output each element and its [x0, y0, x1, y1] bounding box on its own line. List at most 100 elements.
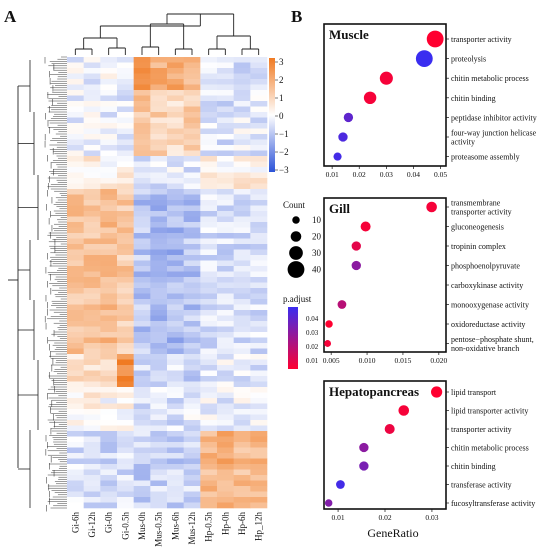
- heatmap-cell: [133, 117, 151, 124]
- heatmap-cell: [100, 134, 118, 140]
- count-legend-label: 40: [312, 265, 322, 275]
- heatmap-cell: [83, 354, 101, 360]
- heatmap-cell: [83, 101, 101, 107]
- heatmap-cell: [150, 260, 168, 267]
- heatmap-cell: [233, 178, 251, 184]
- heatmap-cell: [117, 310, 134, 316]
- heatmap-cell: [217, 205, 234, 212]
- heatmap-cell: [250, 183, 268, 190]
- heatmap-row: [67, 337, 268, 344]
- heatmap-cell: [217, 332, 234, 338]
- heatmap-cell: [183, 117, 201, 124]
- heatmap-cell: [217, 436, 234, 443]
- heatmap-cell: [100, 332, 118, 338]
- heatmap-cell: [133, 409, 151, 415]
- heatmap-cell: [217, 299, 234, 305]
- heatmap-cell: [117, 183, 134, 190]
- term-label: pentose−phosphate shunt,: [451, 335, 534, 344]
- heatmap-column-label: Mus-0.5h: [154, 512, 164, 547]
- heatmap-cell: [133, 381, 151, 388]
- heatmap-cell: [117, 156, 134, 162]
- heatmap-cell: [133, 464, 151, 470]
- heatmap-cell: [233, 112, 251, 118]
- heatmap-cell: [217, 392, 234, 399]
- heatmap-cell: [233, 431, 251, 437]
- heatmap-cell: [183, 447, 201, 454]
- heatmap-cell: [150, 502, 168, 509]
- heatmap-cell: [133, 387, 151, 393]
- heatmap-cell: [117, 475, 134, 481]
- heatmap-row: [67, 178, 268, 184]
- term-label: proteolysis: [451, 55, 486, 64]
- heatmap-cell: [100, 117, 118, 124]
- heatmap-cell: [150, 343, 168, 349]
- heatmap-cell: [100, 112, 118, 118]
- heatmap-cell: [133, 216, 151, 223]
- heatmap-cell: [83, 480, 101, 487]
- heatmap-cell: [117, 106, 134, 113]
- heatmap-cell: [150, 134, 168, 140]
- heatmap-cell: [100, 447, 118, 454]
- heatmap-cell: [250, 260, 268, 267]
- term-label: transporter activity: [451, 35, 512, 44]
- heatmap-cell: [233, 447, 251, 454]
- heatmap-cell: [233, 486, 251, 492]
- heatmap-row: [67, 326, 268, 333]
- heatmap-cell: [117, 117, 134, 124]
- heatmap-cell: [100, 172, 118, 179]
- heatmap-row: [67, 255, 268, 261]
- heatmap-cell: [67, 227, 84, 234]
- heatmap-cell: [167, 90, 184, 96]
- heatmap-cell: [83, 128, 101, 135]
- heatmap-cell: [100, 403, 118, 410]
- heatmap-cell: [233, 205, 251, 212]
- heatmap-cell: [100, 453, 118, 459]
- heatmap-cell: [150, 79, 168, 85]
- heatmap-cell: [150, 469, 168, 476]
- heatmap-cell: [217, 420, 234, 426]
- heatmap-cell: [167, 117, 184, 124]
- heatmap-cell: [217, 134, 234, 140]
- heatmap-cell: [183, 442, 201, 448]
- column-dendrogram: [74, 13, 260, 55]
- heatmap-cell: [117, 502, 134, 509]
- heatmap-cell: [67, 238, 84, 245]
- heatmap-cell: [250, 194, 268, 201]
- heatmap-cell: [67, 266, 84, 272]
- heatmap-cell: [233, 233, 251, 239]
- heatmap-cell: [100, 326, 118, 333]
- panel-a-label: A: [4, 7, 17, 26]
- heatmap-cell: [167, 167, 184, 173]
- heatmap-cell: [250, 343, 268, 349]
- heatmap-cell: [83, 161, 101, 168]
- heatmap-cell: [83, 420, 101, 426]
- heatmap-cell: [217, 156, 234, 162]
- heatmap-cell: [200, 205, 218, 212]
- heatmap-row: [67, 156, 268, 162]
- heatmap-cell: [133, 486, 151, 492]
- heatmap-cell: [133, 112, 151, 118]
- heatmap-cell: [167, 480, 184, 487]
- heatmap-cell: [150, 491, 168, 498]
- heatmap-row: [67, 233, 268, 239]
- heatmap-cell: [67, 436, 84, 443]
- heatmap-cell: [183, 216, 201, 223]
- heatmap-cell: [67, 150, 84, 157]
- heatmap-cell: [217, 348, 234, 355]
- heatmap-cell: [233, 128, 251, 135]
- heatmap-row: [67, 227, 268, 234]
- heatmap-row: [67, 95, 268, 102]
- heatmap-cell: [150, 233, 168, 239]
- heatmap-cell: [150, 167, 168, 173]
- heatmap-cell: [133, 447, 151, 454]
- heatmap-cell: [217, 321, 234, 327]
- heatmap-row: [67, 370, 268, 377]
- heatmap-cell: [150, 359, 168, 366]
- heatmap-cell: [133, 491, 151, 498]
- heatmap-cell: [183, 123, 201, 129]
- heatmap-cell: [83, 62, 101, 69]
- heatmap-cell: [133, 365, 151, 371]
- heatmap-cell: [83, 442, 101, 448]
- heatmap-cell: [200, 106, 218, 113]
- heatmap-cell: [183, 464, 201, 470]
